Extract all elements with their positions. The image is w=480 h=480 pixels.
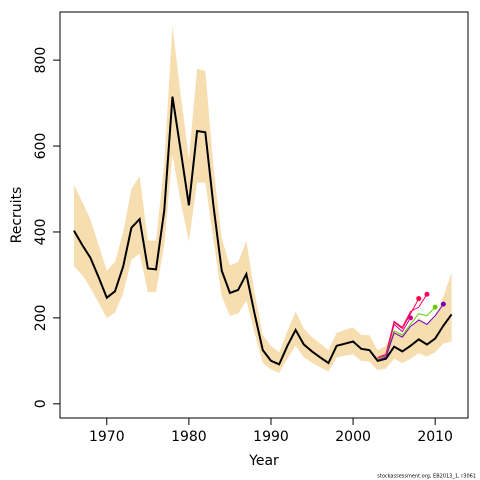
x-tick-label: 1970 <box>89 429 125 445</box>
plot-frame <box>59 11 469 419</box>
y-tick-label: 800 <box>33 47 49 74</box>
series-line <box>377 317 411 360</box>
series-line <box>377 293 428 358</box>
y-tick-label: 600 <box>33 133 49 160</box>
x-tick-label: 2010 <box>417 429 453 445</box>
y-tick-label: 400 <box>33 219 49 246</box>
x-axis-label: Year <box>248 453 279 469</box>
x-tick-label: 1980 <box>171 429 207 445</box>
x-tick-label: 2000 <box>335 429 371 445</box>
series-line <box>377 303 444 361</box>
confidence-band <box>73 25 452 373</box>
series-line <box>73 96 453 366</box>
end-point <box>424 291 430 297</box>
y-axis-label: Recruits <box>9 187 25 244</box>
y-tick-label: 200 <box>33 305 49 332</box>
x-tick-label: 1990 <box>253 429 289 445</box>
footnote: stockassessment.org, EB2013_1, r3061 <box>377 474 476 480</box>
end-point <box>432 304 438 310</box>
end-point <box>416 296 422 302</box>
end-point <box>440 301 446 307</box>
y-tick-label: 0 <box>33 399 49 408</box>
